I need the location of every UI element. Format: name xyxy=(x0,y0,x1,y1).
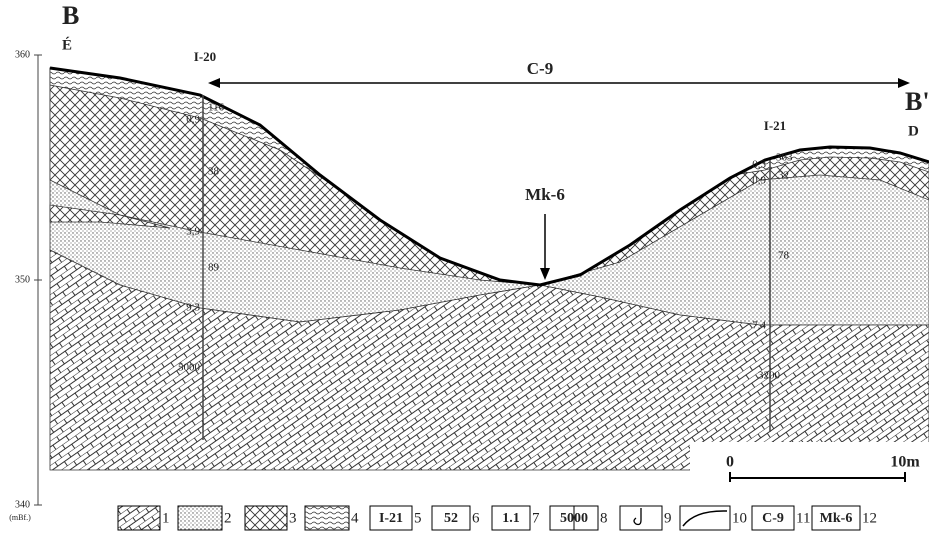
legend-number: 1 xyxy=(162,510,170,526)
borehole-value: 3200 xyxy=(758,370,781,382)
legend-box-text: 52 xyxy=(444,511,458,526)
borehole-value: 5000 xyxy=(178,362,201,374)
borehole-value: 116 xyxy=(208,102,225,114)
borehole-value: 32 xyxy=(778,170,789,182)
legend-swatch xyxy=(751,505,795,531)
legend-number: 2 xyxy=(224,510,232,526)
borehole-name: I-21 xyxy=(764,118,786,133)
legend-box-text: I-21 xyxy=(379,511,403,526)
direction-label: É xyxy=(62,36,72,53)
legend-swatch xyxy=(369,505,413,531)
legend-swatch xyxy=(491,505,531,531)
legend: 1 2 3 4 I-21 5 52 6 1.1 7 5000 8 9 10 C-9 11 Mk-6 12 xyxy=(117,505,877,531)
legend-number: 3 xyxy=(289,510,297,526)
legend-number: 11 xyxy=(796,510,810,526)
borehole-value: 38 xyxy=(208,166,220,178)
layer-clay-wedge xyxy=(49,204,171,229)
point-label: Mk-6 xyxy=(525,185,565,204)
borehole-value: 3,9 xyxy=(186,226,200,238)
axis-tick-label: 360 xyxy=(15,49,30,60)
legend-box-text: Mk-6 xyxy=(820,511,853,526)
legend-swatch xyxy=(244,505,288,531)
legend-swatch xyxy=(811,505,861,531)
legend-swatch xyxy=(117,505,161,531)
legend-swatch xyxy=(304,505,350,531)
legend-swatch xyxy=(679,505,731,531)
legend-number: 4 xyxy=(351,510,359,526)
section-label: B xyxy=(62,1,79,30)
span-label: C-9 xyxy=(527,59,553,78)
section-label: B' xyxy=(905,87,929,116)
borehole-name: I-20 xyxy=(194,49,216,64)
legend-symbol xyxy=(633,508,642,526)
scale-end: 10m xyxy=(890,454,920,471)
legend-swatch xyxy=(177,505,223,531)
borehole-value: 0,3 xyxy=(752,159,766,171)
borehole-value: 9,3 xyxy=(186,302,200,314)
borehole-value: 78 xyxy=(778,250,790,262)
borehole-value: 89 xyxy=(208,262,220,274)
borehole-value: 363 xyxy=(776,152,793,164)
layer-limestone xyxy=(49,249,929,471)
legend-number: 6 xyxy=(472,510,480,526)
legend-number: 5 xyxy=(414,510,422,526)
direction-label: D xyxy=(908,123,919,139)
legend-number: 12 xyxy=(862,510,877,526)
legend-swatch xyxy=(431,505,471,531)
legend-number: 8 xyxy=(600,510,608,526)
scale-start: 0 xyxy=(726,454,734,471)
legend-number: 10 xyxy=(732,510,747,526)
legend-number: 9 xyxy=(664,510,672,526)
legend-symbol xyxy=(682,510,728,527)
axis-tick-label: 350 xyxy=(15,274,30,285)
surface xyxy=(49,66,929,287)
axis-tick-label: 340 xyxy=(15,499,30,510)
layers xyxy=(49,66,929,471)
borehole-value: 0,9 xyxy=(186,114,200,126)
legend-box-text: C-9 xyxy=(762,511,784,526)
borehole-value: 7,4 xyxy=(752,320,766,332)
borehole-value: 0,9 xyxy=(752,175,766,187)
legend-box-text: 1.1 xyxy=(502,511,520,526)
arrow-head xyxy=(540,268,550,280)
legend-number: 7 xyxy=(532,510,540,526)
axis-unit: (mBf.) xyxy=(9,513,31,522)
